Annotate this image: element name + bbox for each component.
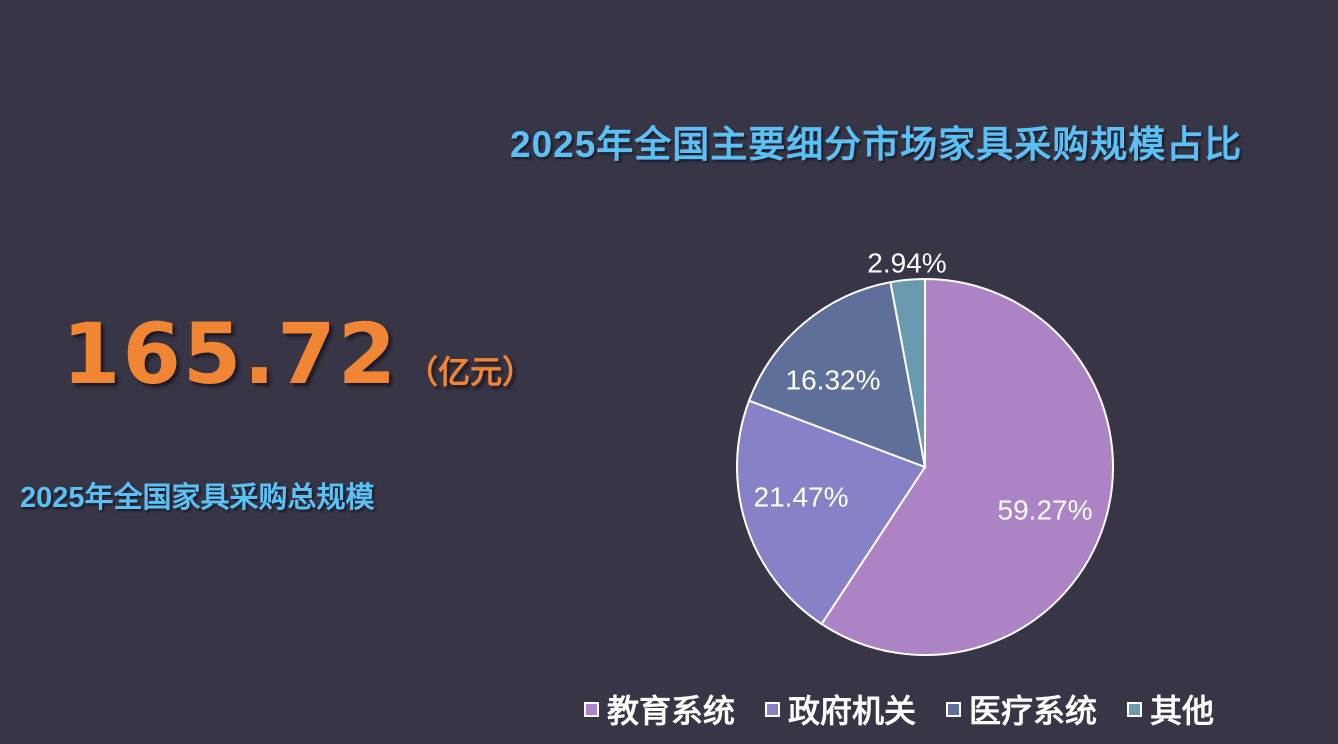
legend-item-education[interactable]: 教育系统: [584, 686, 735, 732]
chart-legend: 教育系统 政府机关 医疗系统 其他: [584, 686, 1244, 732]
legend-label: 医疗系统: [969, 693, 1098, 729]
legend-swatch-icon: [765, 701, 781, 717]
pie-label-government: 21.47%: [754, 481, 849, 512]
legend-item-other[interactable]: 其他: [1127, 686, 1214, 732]
pie-label-medical: 16.32%: [786, 364, 881, 395]
pie-slice-education[interactable]: [820, 277, 1114, 656]
pie-slice-medical[interactable]: [747, 281, 927, 469]
pie-slice-other[interactable]: [889, 277, 926, 468]
pie-label-other: 2.94%: [867, 247, 946, 278]
pie-slice-government[interactable]: [736, 399, 927, 626]
pie-label-education: 59.27%: [998, 494, 1093, 525]
total-unit: （亿元）: [406, 354, 535, 390]
total-label: 2025年全国家具采购总规模: [20, 482, 375, 514]
legend-swatch-icon: [584, 701, 599, 717]
legend-swatch-icon: [946, 701, 962, 717]
legend-item-medical[interactable]: 医疗系统: [946, 686, 1097, 732]
legend-label: 政府机关: [788, 693, 917, 729]
legend-item-government[interactable]: 政府机关: [765, 686, 916, 732]
pie-slices: [736, 277, 1114, 656]
total-value-block: 165.72 （亿元）: [62, 305, 534, 403]
legend-label: 教育系统: [607, 693, 736, 729]
legend-label: 其他: [1150, 693, 1215, 729]
legend-swatch-icon: [1127, 701, 1143, 717]
total-value: 165.72: [62, 305, 399, 403]
pie-labels: 59.27% 21.47% 16.32% 2.94%: [754, 247, 1093, 525]
chart-title: 2025年全国主要细分市场家具采购规模占比: [510, 124, 1243, 165]
